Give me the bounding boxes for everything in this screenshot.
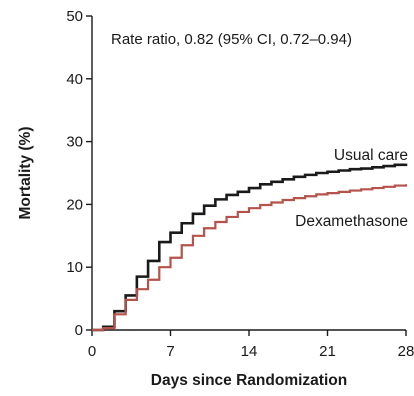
series-layer	[92, 163, 408, 332]
series-label-dexamethasone: Dexamethasone	[295, 213, 408, 230]
y-tick-label: 20	[66, 196, 83, 213]
series-label-usual-care: Usual care	[334, 147, 408, 164]
x-tick-label: 0	[88, 343, 96, 360]
y-tick-label: 0	[75, 322, 83, 339]
y-tick-label: 30	[66, 134, 83, 151]
y-axis-title: Mortality (%)	[17, 127, 34, 220]
x-tick-label: 21	[319, 343, 336, 360]
x-tick-label: 14	[241, 343, 258, 360]
y-tick-label: 50	[66, 8, 83, 25]
x-tick-label: 28	[398, 343, 414, 360]
axes: 0 10 20 30 40 50 0 7 14 21 28	[66, 8, 414, 360]
y-tick-label: 40	[66, 71, 83, 88]
series-line-dexamethasone	[92, 184, 408, 332]
x-tick-label: 7	[166, 343, 174, 360]
series-line-usual-care	[92, 163, 408, 332]
x-axis-title: Days since Randomization	[151, 372, 347, 389]
y-tick-label: 10	[66, 259, 83, 276]
rate-ratio-annotation: Rate ratio, 0.82 (95% CI, 0.72–0.94)	[111, 31, 352, 48]
